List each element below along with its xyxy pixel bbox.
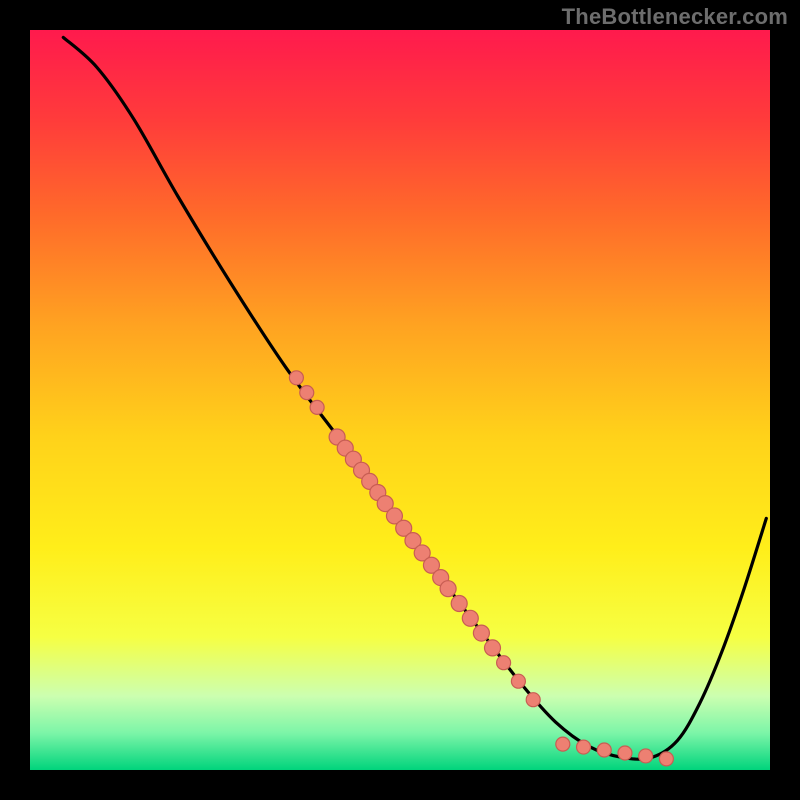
data-marker xyxy=(597,743,611,757)
watermark-text: TheBottlenecker.com xyxy=(562,4,788,30)
data-marker xyxy=(618,746,632,760)
data-marker xyxy=(462,610,478,626)
data-marker xyxy=(556,737,570,751)
data-marker xyxy=(659,752,673,766)
data-marker xyxy=(473,625,489,641)
plot-area xyxy=(30,30,770,770)
data-marker xyxy=(511,674,525,688)
data-marker xyxy=(577,740,591,754)
data-marker xyxy=(310,400,324,414)
data-marker xyxy=(289,371,303,385)
data-marker xyxy=(526,693,540,707)
chart-svg xyxy=(0,0,800,800)
data-marker xyxy=(485,640,501,656)
data-marker xyxy=(639,749,653,763)
data-marker xyxy=(497,656,511,670)
data-marker xyxy=(451,596,467,612)
chart-stage: TheBottlenecker.com xyxy=(0,0,800,800)
data-marker xyxy=(300,386,314,400)
data-marker xyxy=(440,581,456,597)
